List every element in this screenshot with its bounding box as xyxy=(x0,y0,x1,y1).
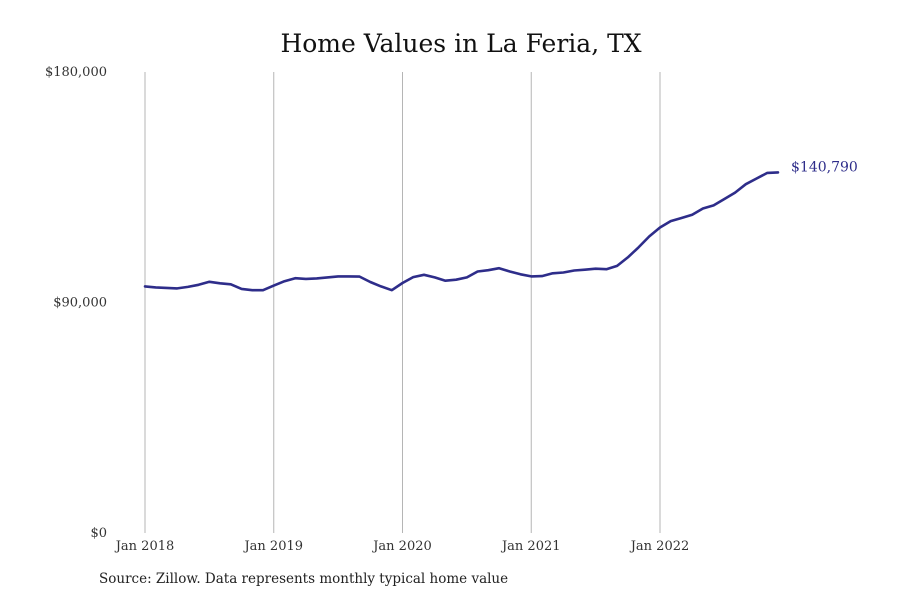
source-note: Source: Zillow. Data represents monthly … xyxy=(99,571,509,587)
series-line xyxy=(143,171,780,292)
y-tick-label: $180,000 xyxy=(45,65,107,80)
x-tick-label: Jan 2018 xyxy=(114,539,175,554)
y-axis-ticks: $0 $90,000 $180,000 xyxy=(45,65,107,541)
end-value-label: $140,790 xyxy=(791,159,858,175)
y-tick-label: $0 xyxy=(90,526,107,541)
x-tick-label: Jan 2019 xyxy=(242,539,303,554)
x-tick-label: Jan 2022 xyxy=(629,539,690,554)
series-layer xyxy=(143,171,780,292)
gridlines xyxy=(144,72,661,533)
x-tick-label: Jan 2020 xyxy=(371,539,432,554)
y-tick-label: $90,000 xyxy=(53,296,107,311)
chart-title: Home Values in La Feria, TX xyxy=(280,29,641,58)
x-tick-label: Jan 2021 xyxy=(500,539,561,554)
x-axis-ticks: Jan 2018 Jan 2019 Jan 2020 Jan 2021 Jan 2022 xyxy=(114,539,690,554)
